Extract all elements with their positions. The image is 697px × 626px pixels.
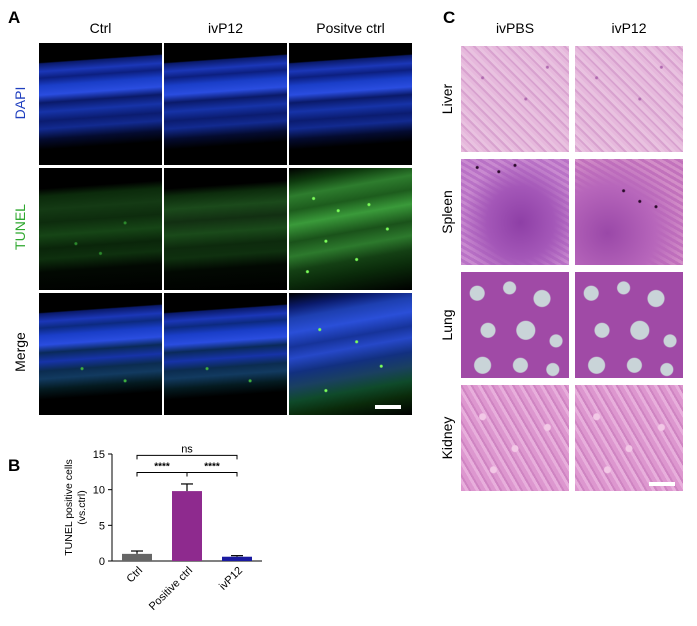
image-spleen-ivpbs [461,159,569,265]
significance-label: **** [154,462,170,473]
column-header-positive-ctrl: Positve ctrl [316,20,385,36]
significance-brackets: ns **** **** [136,443,238,477]
image-dapi-ivp12 [164,43,287,165]
y-axis-ticks: 0 5 10 15 [93,449,112,568]
column-header-ivp12: ivP12 [207,20,244,36]
row-label-kidney: Kidney [439,416,455,460]
x-tick-label: ivP12 [217,565,245,593]
bar-2 [172,491,202,561]
column-header-ctrl: Ctrl [89,20,112,36]
y-tick-label: 5 [99,520,105,532]
image-lung-ivp12 [575,272,683,378]
column-header-ivp12-he: ivP12 [611,20,647,36]
tunel-bar-chart: TUNEL positive cells (vs.ctrl) 0 5 10 15 ns *… [63,443,262,613]
row-label-lung: Lung [439,309,455,341]
image-tunel-ctrl [39,168,162,290]
column-header-ivpbs: ivPBS [495,20,535,36]
y-axis-label-line: TUNEL positive cells [63,459,75,555]
image-tunel-ivp12 [164,168,287,290]
x-tick-label: Positive ctrl [147,565,195,613]
scale-bar-he [649,482,675,486]
panel-label-c: C [443,8,456,27]
image-liver-ivpbs [461,46,569,152]
scale-bar [375,405,401,409]
panel-label-a: A [8,8,21,27]
image-dapi-ctrl [39,43,162,165]
row-label-dapi: DAPI [12,86,28,120]
y-tick-label: 10 [93,485,105,497]
significance-bracket [136,472,188,477]
bar-1 [122,553,152,561]
significance-bracket [186,472,238,477]
image-dapi-positive-ctrl [289,43,412,165]
row-label-merge: Merge [12,332,28,372]
x-tick-label: Ctrl [125,565,146,586]
significance-bracket [136,454,238,460]
image-kidney-ivpbs [461,385,569,491]
y-tick-label: 15 [93,449,105,461]
y-axis-label: TUNEL positive cells (vs.ctrl) [63,459,88,555]
image-merge-ctrl [39,293,162,415]
significance-label: **** [204,462,220,473]
image-merge-positive-ctrl [289,293,412,415]
y-axis-label-line: (vs.ctrl) [76,490,88,524]
chart-bars [122,483,252,561]
row-label-liver: Liver [439,83,455,115]
panel-label-b: B [8,456,21,475]
y-tick-label: 0 [99,556,105,568]
significance-label: ns [181,443,193,455]
x-axis-labels: Ctrl Positive ctrl ivP12 [125,565,246,613]
image-kidney-ivp12 [575,385,683,491]
image-liver-ivp12 [575,46,683,152]
image-lung-ivpbs [461,272,569,378]
image-spleen-ivp12 [575,159,683,265]
row-label-tunel: TUNEL [12,204,28,250]
image-tunel-positive-ctrl [289,168,412,290]
bar-3 [222,556,252,561]
image-merge-ivp12 [164,293,287,415]
row-label-spleen: Spleen [439,190,455,234]
